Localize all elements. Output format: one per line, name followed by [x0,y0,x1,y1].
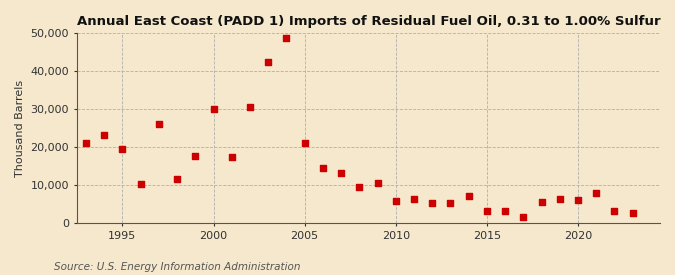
Point [244,105,255,109]
Point [354,185,364,189]
Point [481,208,492,213]
Point [609,209,620,214]
Point [591,191,601,195]
Point [427,201,437,206]
Point [117,147,128,151]
Point [554,197,565,201]
Y-axis label: Thousand Barrels: Thousand Barrels [15,80,25,177]
Point [372,181,383,185]
Point [99,133,109,137]
Point [463,194,474,198]
Point [445,201,456,206]
Point [281,36,292,40]
Title: Annual East Coast (PADD 1) Imports of Residual Fuel Oil, 0.31 to 1.00% Sulfur: Annual East Coast (PADD 1) Imports of Re… [76,15,660,28]
Point [500,209,510,213]
Point [627,211,638,215]
Point [208,107,219,111]
Point [171,177,182,182]
Point [190,153,200,158]
Point [408,197,419,201]
Point [536,200,547,204]
Point [390,199,401,204]
Point [335,171,346,175]
Point [299,141,310,145]
Point [572,198,583,203]
Point [263,60,273,64]
Point [135,182,146,187]
Point [226,155,237,159]
Point [153,122,164,127]
Point [317,166,328,170]
Point [518,214,529,219]
Text: Source: U.S. Energy Information Administration: Source: U.S. Energy Information Administ… [54,262,300,272]
Point [80,141,91,145]
